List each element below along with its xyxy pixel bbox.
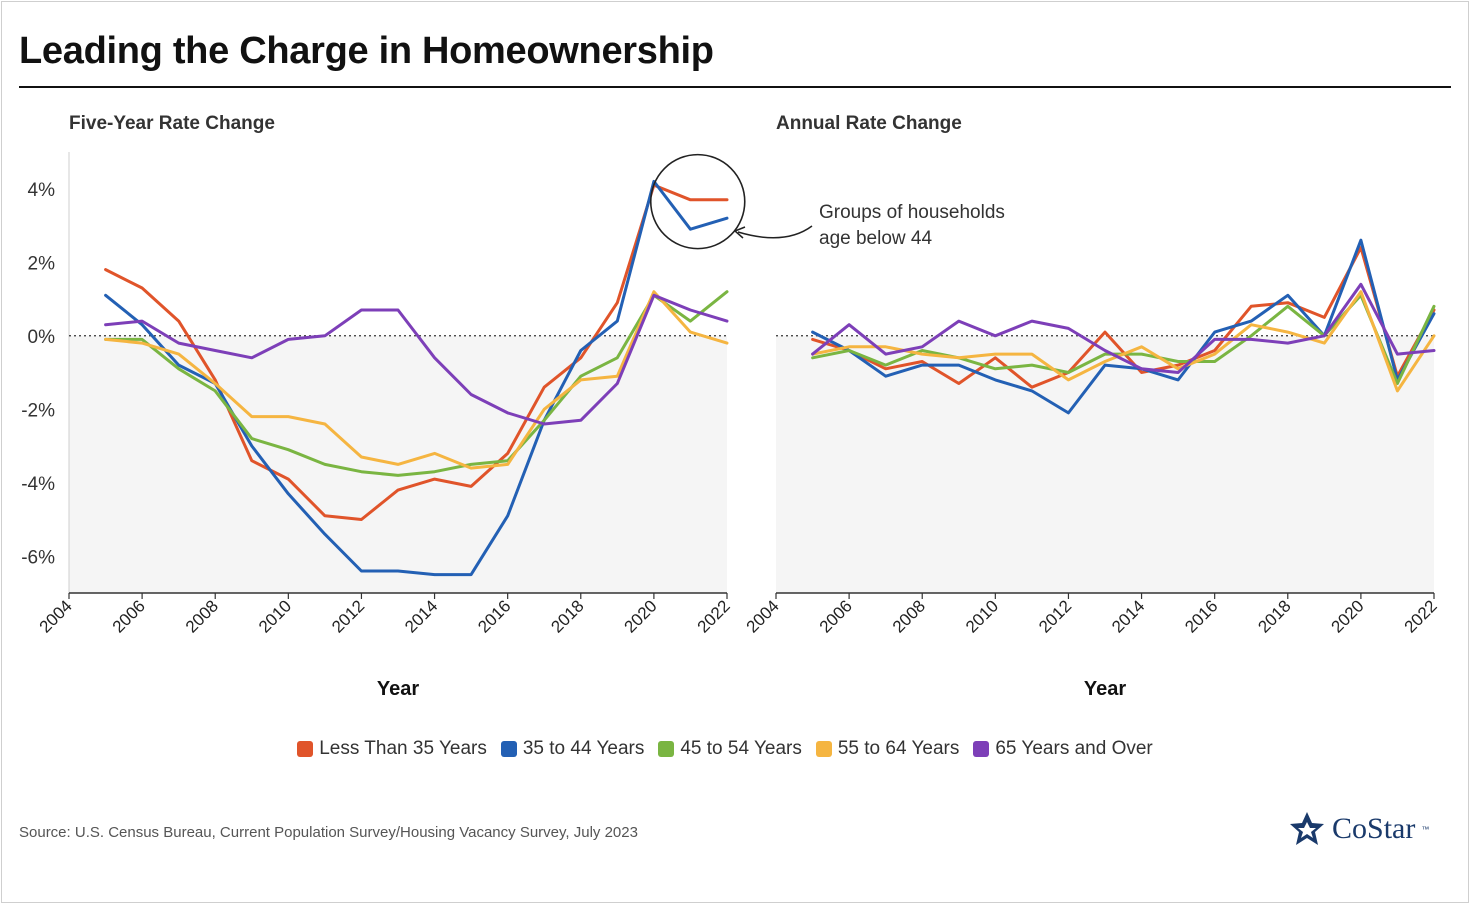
series-line (811, 246, 1436, 389)
series-line (811, 282, 1436, 374)
left-chart-title: Five-Year Rate Change (69, 113, 275, 134)
legend-label: 65 Years and Over (995, 738, 1153, 759)
costar-logo-text: CoStar (1332, 812, 1416, 845)
charts-svg: 4% 2% 0% -2% -4% -6% 2004 2006 2008 2010 2012 2014 2… (21, 152, 1441, 700)
x-tick-label: 2008 (889, 596, 929, 636)
x-tick-label: 2016 (474, 596, 514, 636)
right-chart-title: Annual Rate Change (776, 113, 962, 134)
legend-swatch (658, 741, 675, 757)
series-line (104, 290, 729, 470)
x-tick-label: 2008 (182, 596, 222, 636)
legend-label: Less Than 35 Years (319, 738, 487, 759)
x-tick-label: 2022 (694, 596, 734, 636)
legend-item: 35 to 44 Years (500, 738, 645, 760)
y-tick-label: 4% (28, 180, 56, 201)
y-tick-label: 0% (28, 327, 56, 348)
x-axis-label: Year (1084, 678, 1126, 700)
annotation-line-1: Groups of households (819, 202, 1005, 223)
legend-item: Less Than 35 Years (297, 738, 487, 760)
legend-swatch (815, 741, 832, 757)
x-tick-label: 2012 (1035, 596, 1075, 636)
source-note: Source: U.S. Census Bureau, Current Popu… (19, 824, 638, 841)
costar-logo-tm: ™ (1421, 824, 1430, 834)
x-tick-label: 2014 (1108, 596, 1148, 636)
x-tick-label: 2012 (328, 596, 368, 636)
x-tick-label: 2018 (1254, 596, 1294, 636)
legend-item: 65 Years and Over (973, 738, 1153, 760)
series-line (104, 293, 729, 426)
annotation-text: Groups of households age below 44 (819, 200, 1005, 252)
y-tick-label: 2% (28, 253, 56, 274)
highlight-circle (649, 153, 746, 250)
negative-region-shade (776, 335, 1434, 593)
series-line (104, 290, 729, 477)
x-tick-label: 2018 (547, 596, 587, 636)
series-line (811, 290, 1436, 393)
x-tick-label: 2010 (255, 596, 295, 636)
x-tick-label: 2020 (1328, 596, 1368, 636)
y-tick-label: -6% (21, 547, 55, 568)
costar-star-icon (1290, 812, 1324, 845)
x-tick-label: 2006 (109, 596, 149, 636)
x-axis-label: Year (377, 678, 419, 700)
x-tick-label: 2004 (743, 596, 783, 636)
x-tick-label: 2020 (621, 596, 661, 636)
legend-item: 55 to 64 Years (815, 738, 960, 760)
legend: Less Than 35 Years 35 to 44 Years 45 to 54… (0, 738, 1450, 760)
legend-label: 55 to 64 Years (837, 738, 960, 759)
annotation-arrow (737, 225, 813, 239)
legend-swatch (297, 741, 314, 757)
x-tick-label: 2014 (401, 596, 441, 636)
legend-swatch (973, 741, 990, 757)
x-tick-label: 2006 (816, 596, 856, 636)
legend-label: 35 to 44 Years (522, 738, 645, 759)
x-tick-label: 2004 (36, 596, 76, 636)
x-tick-label: 2010 (962, 596, 1002, 636)
title-rule (19, 86, 1451, 88)
y-tick-label: -4% (21, 474, 55, 495)
annotation-arrowhead (733, 226, 746, 239)
page-title: Leading the Charge in Homeownership (19, 30, 714, 72)
legend-swatch (500, 741, 517, 757)
y-tick-label: -2% (21, 400, 55, 421)
costar-logo: CoStar ™ (1288, 810, 1429, 848)
series-line (811, 238, 1436, 415)
x-tick-label: 2022 (1401, 596, 1441, 636)
legend-label: 45 to 54 Years (680, 738, 802, 759)
annotation-line-2: age below 44 (819, 228, 933, 249)
x-tick-label: 2016 (1181, 596, 1221, 636)
legend-item: 45 to 54 Years (658, 738, 802, 760)
series-line (104, 183, 729, 521)
